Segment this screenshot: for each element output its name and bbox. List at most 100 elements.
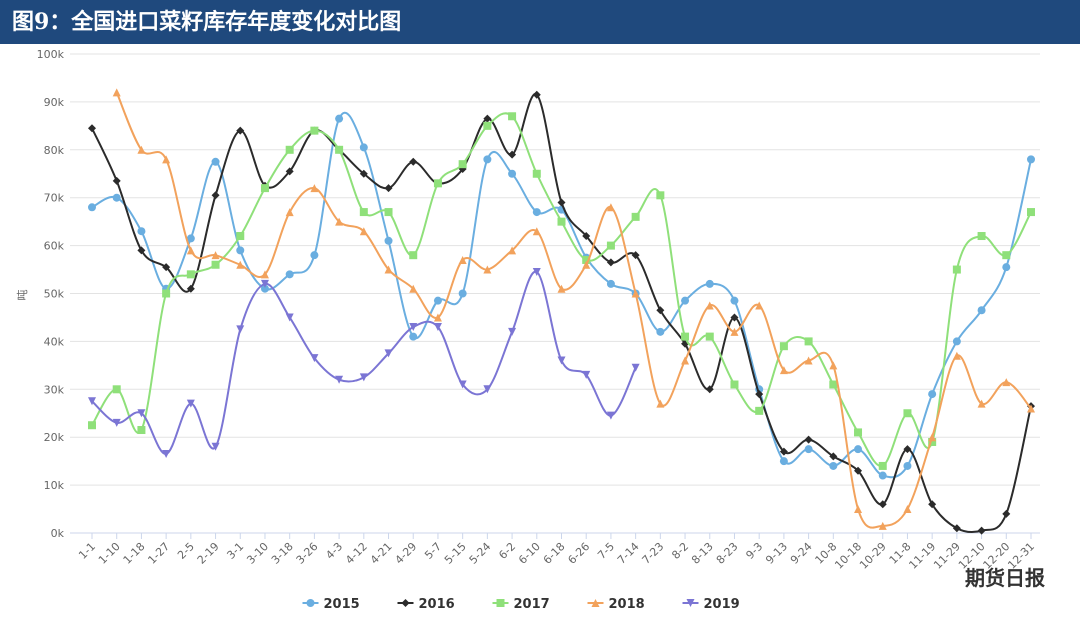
marker: [730, 327, 739, 336]
marker: [705, 385, 714, 394]
marker: [656, 327, 665, 336]
marker: [878, 471, 887, 480]
marker: [162, 263, 171, 272]
marker: [359, 373, 368, 382]
marker: [1002, 251, 1011, 260]
marker: [458, 160, 467, 169]
marker: [306, 599, 315, 607]
marker: [88, 421, 96, 430]
marker: [433, 296, 442, 305]
marker: [384, 265, 393, 274]
marker: [137, 227, 146, 236]
marker: [532, 227, 541, 236]
marker: [854, 505, 863, 514]
marker: [508, 169, 517, 178]
marker: [656, 191, 665, 200]
marker: [582, 255, 591, 264]
x-tick-label: 8-23: [714, 540, 741, 567]
y-tick-label: 20k: [44, 431, 65, 444]
legend-label: 2015: [324, 597, 360, 612]
marker: [186, 399, 195, 408]
marker: [433, 179, 442, 188]
series: [88, 111, 1035, 480]
marker: [779, 366, 788, 375]
marker: [854, 466, 863, 475]
watermark: 期货日报: [965, 566, 1045, 590]
marker: [656, 399, 665, 408]
marker: [236, 325, 245, 334]
y-tick-label: 90k: [44, 96, 65, 109]
marker: [285, 270, 294, 279]
marker: [730, 380, 739, 389]
marker: [483, 155, 492, 164]
legend-label: 2017: [514, 597, 550, 612]
marker: [137, 246, 146, 255]
marker: [508, 150, 517, 159]
marker: [755, 390, 764, 399]
marker: [755, 406, 764, 415]
marker: [1027, 155, 1035, 164]
marker: [952, 351, 961, 360]
marker: [829, 452, 838, 461]
marker: [260, 184, 269, 193]
marker: [162, 449, 171, 458]
marker: [483, 265, 492, 274]
marker: [829, 380, 838, 389]
marker: [557, 198, 566, 207]
x-tick-label: 3-26: [294, 540, 321, 567]
marker: [878, 461, 887, 470]
marker: [582, 232, 591, 241]
x-tick-label: 4-29: [393, 540, 420, 567]
marker: [928, 437, 937, 446]
marker: [582, 370, 591, 379]
marker: [186, 284, 195, 293]
marker: [878, 521, 887, 530]
y-tick-label: 60k: [44, 240, 65, 253]
marker: [483, 121, 492, 130]
marker: [977, 526, 986, 535]
marker: [779, 457, 788, 466]
marker: [335, 114, 344, 123]
marker: [186, 246, 195, 255]
series: [88, 90, 1035, 535]
marker: [112, 88, 121, 97]
marker: [606, 203, 615, 212]
legend-label: 2016: [419, 597, 455, 612]
marker: [458, 255, 467, 264]
x-tick-label: 6-26: [565, 540, 592, 567]
marker: [631, 212, 640, 221]
x-tick-label: 7-5: [595, 540, 617, 562]
marker: [359, 169, 368, 178]
marker: [681, 332, 690, 341]
series: [88, 112, 1035, 470]
marker: [310, 251, 319, 260]
marker: [928, 433, 937, 442]
marker: [384, 208, 393, 217]
marker: [606, 241, 615, 250]
series-line: [91, 111, 1032, 479]
marker: [681, 356, 690, 365]
marker: [285, 208, 294, 217]
marker: [928, 390, 937, 399]
marker: [162, 155, 171, 164]
marker: [804, 337, 813, 346]
marker: [606, 258, 615, 267]
marker: [211, 157, 220, 166]
marker: [285, 167, 294, 176]
marker: [532, 208, 541, 217]
x-tick-label: 10-29: [857, 540, 889, 572]
marker: [384, 236, 393, 245]
y-tick-label: 80k: [44, 144, 65, 157]
marker: [285, 145, 294, 154]
marker: [112, 385, 121, 394]
marker: [829, 461, 838, 470]
marker: [755, 301, 764, 310]
marker: [260, 270, 269, 279]
marker: [631, 289, 640, 298]
marker: [359, 227, 368, 236]
x-tick-label: 11-19: [906, 540, 938, 572]
marker: [952, 265, 961, 274]
marker: [496, 599, 505, 607]
